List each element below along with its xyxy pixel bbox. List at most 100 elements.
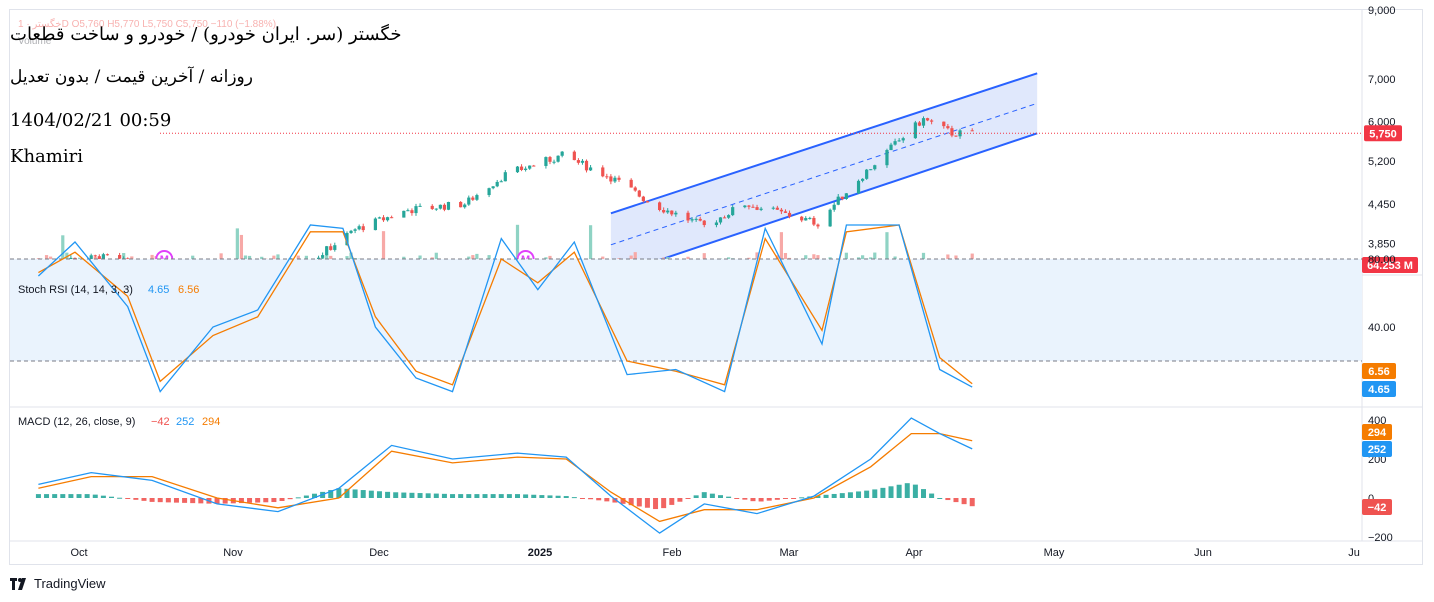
candle-body bbox=[605, 176, 609, 178]
macd-histogram-bar bbox=[247, 498, 253, 503]
candle-body bbox=[698, 218, 702, 221]
macd-histogram-bar bbox=[653, 498, 659, 510]
candle-body bbox=[325, 246, 329, 256]
candle-body bbox=[588, 167, 593, 171]
macd-histogram-bar bbox=[376, 491, 382, 498]
candle-body bbox=[958, 130, 962, 137]
candle-body bbox=[921, 118, 926, 126]
macd-histogram-bar bbox=[157, 498, 163, 503]
chart-title: خگستر (سر. ایران خودرو) / خودرو و ساخت ق… bbox=[10, 24, 402, 45]
macd-histogram-bar bbox=[823, 494, 829, 498]
candle-body bbox=[755, 207, 759, 210]
candle-body bbox=[353, 229, 357, 231]
candle-body bbox=[869, 169, 873, 171]
candle-body bbox=[787, 212, 792, 217]
macd-histogram-bar bbox=[100, 495, 106, 498]
last-price-tag: 5,750 bbox=[1369, 128, 1397, 140]
candle-body bbox=[718, 217, 723, 223]
stoch-rsi-k-value: 4.65 bbox=[148, 284, 169, 296]
candle-body bbox=[913, 122, 917, 139]
macd-histogram-bar bbox=[620, 498, 626, 504]
candle-body bbox=[759, 208, 763, 210]
macd-histogram-bar bbox=[352, 489, 358, 498]
candle-body bbox=[731, 207, 735, 216]
candle-body bbox=[641, 196, 645, 202]
candle-body bbox=[89, 255, 93, 261]
chart-frame bbox=[9, 9, 1423, 565]
macd-histogram-bar bbox=[466, 494, 472, 498]
candle-body bbox=[946, 126, 950, 129]
candle-body bbox=[670, 210, 674, 215]
candle-body bbox=[434, 208, 438, 210]
candle-body bbox=[804, 218, 808, 221]
macd-histogram-bar bbox=[312, 493, 317, 498]
candle-body bbox=[601, 167, 605, 177]
candle-body bbox=[836, 196, 840, 205]
candle-body bbox=[771, 207, 775, 209]
macd-histogram-bar bbox=[782, 498, 788, 499]
candle-body bbox=[560, 151, 564, 156]
macd-histogram-bar bbox=[953, 498, 959, 503]
candle-body bbox=[609, 176, 613, 182]
candle-body bbox=[694, 218, 698, 220]
stoch-rsi-band bbox=[10, 259, 1362, 361]
candle-body bbox=[390, 217, 394, 219]
macd-histogram-bar bbox=[506, 494, 512, 498]
candle-body bbox=[544, 157, 548, 166]
candle-body bbox=[519, 166, 524, 170]
macd-histogram-bar bbox=[726, 496, 732, 498]
macd-histogram-bar bbox=[425, 493, 431, 498]
candle-body bbox=[373, 218, 377, 231]
candle-body bbox=[861, 178, 865, 181]
macd-histogram-bar bbox=[149, 498, 155, 502]
macd-histogram-bar bbox=[888, 486, 894, 498]
macd-histogram-bar bbox=[474, 494, 480, 498]
candle-body bbox=[747, 205, 751, 207]
candle-body bbox=[548, 157, 552, 162]
candle-body bbox=[702, 220, 706, 226]
stoch-rsi-tick-label: 80.00 bbox=[1368, 254, 1396, 266]
macd-histogram-bar bbox=[831, 493, 837, 498]
macd-histogram-bar bbox=[815, 495, 821, 498]
time-axis-label: Ju bbox=[1348, 547, 1360, 559]
candle-body bbox=[925, 118, 930, 121]
macd-histogram-bar bbox=[328, 490, 334, 498]
macd-histogram-bar bbox=[482, 494, 488, 498]
candle-body bbox=[414, 206, 418, 214]
macd-value: 252 bbox=[176, 416, 194, 428]
macd-histogram-bar bbox=[766, 498, 772, 501]
macd-histogram-bar bbox=[539, 495, 545, 498]
candle-body bbox=[727, 215, 731, 218]
candle-body bbox=[917, 122, 922, 126]
time-axis-label: 2025 bbox=[528, 547, 552, 559]
candle-body bbox=[808, 217, 812, 219]
macd-line bbox=[38, 417, 973, 534]
macd-value-tag-bg bbox=[1362, 441, 1392, 457]
macd-histogram-bar bbox=[969, 498, 975, 507]
candle-body bbox=[775, 207, 779, 210]
candle-body bbox=[471, 197, 475, 200]
macd-histogram-bar bbox=[255, 498, 261, 503]
candle-body bbox=[101, 254, 105, 262]
macd-histogram-bar bbox=[669, 498, 675, 505]
candle-body bbox=[105, 254, 110, 256]
macd-histogram-bar bbox=[880, 487, 886, 498]
candle-body bbox=[572, 151, 576, 161]
macd-histogram-bar bbox=[896, 484, 902, 498]
footer-brand[interactable]: TradingView bbox=[10, 576, 106, 591]
macd-histogram-bar bbox=[35, 494, 41, 498]
time-axis-label: Feb bbox=[663, 547, 682, 559]
candle-body bbox=[645, 201, 650, 203]
macd-histogram-bar bbox=[303, 495, 309, 498]
volume-bar bbox=[239, 234, 244, 272]
macd-histogram-bar bbox=[263, 498, 269, 503]
macd-histogram-bar bbox=[693, 495, 699, 498]
macd-histogram-bar bbox=[774, 498, 780, 500]
candle-body bbox=[970, 130, 974, 132]
macd-histogram-bar bbox=[758, 498, 764, 502]
macd-hist-tag: −42 bbox=[1368, 502, 1387, 514]
macd-histogram-bar bbox=[182, 498, 188, 503]
candle-body bbox=[873, 165, 877, 170]
candle-body bbox=[812, 217, 816, 225]
